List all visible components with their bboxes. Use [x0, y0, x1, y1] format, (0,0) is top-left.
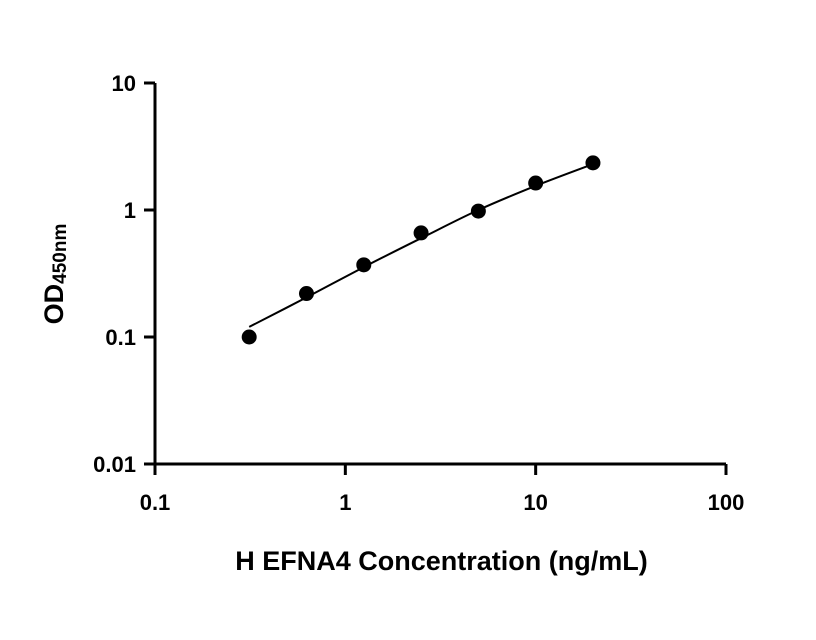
data-point [298, 286, 314, 302]
y-axis-title-subscript: 450nm [50, 224, 71, 284]
data-point [413, 225, 429, 241]
data-point [528, 175, 544, 191]
y-axis-title-main: OD [39, 284, 69, 325]
x-axis-title: H EFNA4 Concentration (ng/mL) [235, 546, 648, 576]
x-tick-label: 1 [339, 490, 351, 515]
data-point [585, 155, 601, 171]
y-tick-label: 0.01 [93, 452, 136, 477]
fit-curve [248, 163, 594, 328]
x-tick-label: 100 [708, 490, 745, 515]
y-axis-title: OD450nm [39, 224, 71, 325]
x-tick-label: 10 [523, 490, 547, 515]
y-tick-label: 10 [112, 71, 136, 96]
y-tick-label: 1 [124, 198, 136, 223]
data-point [470, 203, 486, 219]
y-tick-label: 0.1 [105, 325, 136, 350]
x-tick-label: 0.1 [140, 490, 171, 515]
data-point [356, 257, 372, 273]
data-point [241, 329, 257, 345]
